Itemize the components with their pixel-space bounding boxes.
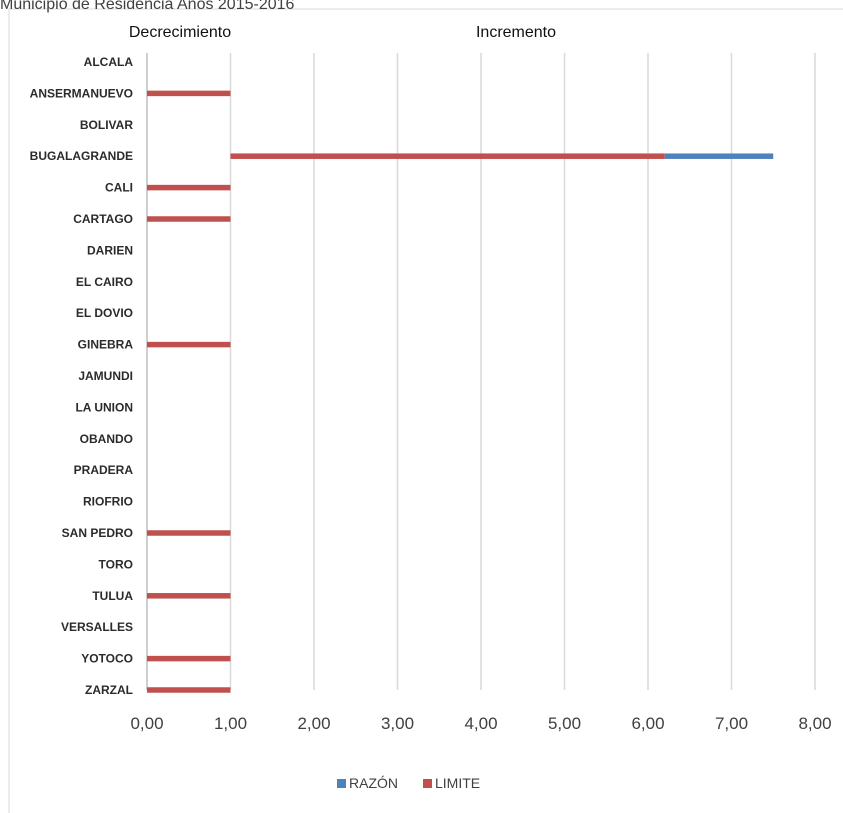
category-label-obando: OBANDO xyxy=(80,432,133,446)
bar-limite-cali xyxy=(147,216,231,222)
category-label-la-union: LA UNION xyxy=(75,400,133,414)
category-labels: ALCALA ANSERMANUEVO BOLIVAR BUGALAGRANDE CAL… xyxy=(30,55,134,697)
category-label-toro: TORO xyxy=(99,557,133,571)
category-label-pradera: PRADERA xyxy=(74,463,134,477)
x-tick-label: 6,00 xyxy=(631,714,664,733)
bar-limite-toro xyxy=(147,593,231,599)
category-label-ansermanuevo: ANSERMANUEVO xyxy=(30,86,133,100)
x-tick-labels: 0,00 1,00 2,00 3,00 4,00 5,00 6,00 7,00 8,00 xyxy=(130,714,831,733)
category-label-versalles: VERSALLES xyxy=(61,620,133,634)
bar-limite-versalles xyxy=(147,655,231,662)
category-label-bolivar: BOLIVAR xyxy=(80,118,133,132)
legend: RAZÓN LIMITE xyxy=(337,775,480,791)
region-label-incremento: Incremento xyxy=(476,24,556,41)
x-tick-label: 2,00 xyxy=(297,714,330,733)
bar-raz-n-bolivar xyxy=(664,153,774,159)
chart-title: Municipio de Residencia Años 2015-2016 xyxy=(0,0,295,13)
bar-limite-yotoco xyxy=(147,687,231,693)
chart-frame xyxy=(8,8,843,813)
category-label-san-pedro: SAN PEDRO xyxy=(62,526,133,540)
category-label-zarzal: ZARZAL xyxy=(85,683,133,697)
legend-label-raz-n: RAZÓN xyxy=(349,775,398,791)
x-tick-label: 1,00 xyxy=(214,714,247,733)
category-label-el-dovio: EL DOVIO xyxy=(76,306,133,320)
category-label-darien: DARIEN xyxy=(87,243,133,257)
category-label-bugalagrande: BUGALAGRANDE xyxy=(30,149,133,163)
legend-label-limite: LIMITE xyxy=(435,775,480,791)
x-tick-label: 7,00 xyxy=(715,714,748,733)
category-label-riofrio: RIOFRIO xyxy=(83,495,133,509)
category-label-yotoco: YOTOCO xyxy=(81,652,133,666)
x-tick-label: 5,00 xyxy=(548,714,581,733)
category-label-ginebra: GINEBRA xyxy=(78,338,134,352)
x-tick-label: 8,00 xyxy=(798,714,831,733)
category-label-alcala: ALCALA xyxy=(84,55,134,69)
category-label-tulua: TULUA xyxy=(92,589,133,603)
category-label-el-cairo: EL CAIRO xyxy=(76,275,133,289)
bar-limite-bolivar xyxy=(230,153,665,159)
region-label-decrecimiento: Decrecimiento xyxy=(129,24,231,41)
category-label-cali: CALI xyxy=(105,181,133,195)
legend-swatch-raz-n xyxy=(337,779,346,788)
category-label-cartago: CARTAGO xyxy=(73,212,133,226)
bar-limite-el-dovio xyxy=(147,341,231,348)
bar-limite-alcala xyxy=(147,90,231,97)
bar-limite-riofrio xyxy=(147,530,231,536)
legend-swatch-limite xyxy=(423,779,432,788)
gridlines xyxy=(146,53,816,690)
x-tick-label: 0,00 xyxy=(130,714,163,733)
x-tick-label: 4,00 xyxy=(464,714,497,733)
x-tick-label: 3,00 xyxy=(381,714,414,733)
bar-limite-bugalagrande xyxy=(147,184,231,191)
bars xyxy=(147,90,774,693)
category-label-jamundi: JAMUNDI xyxy=(78,369,133,383)
